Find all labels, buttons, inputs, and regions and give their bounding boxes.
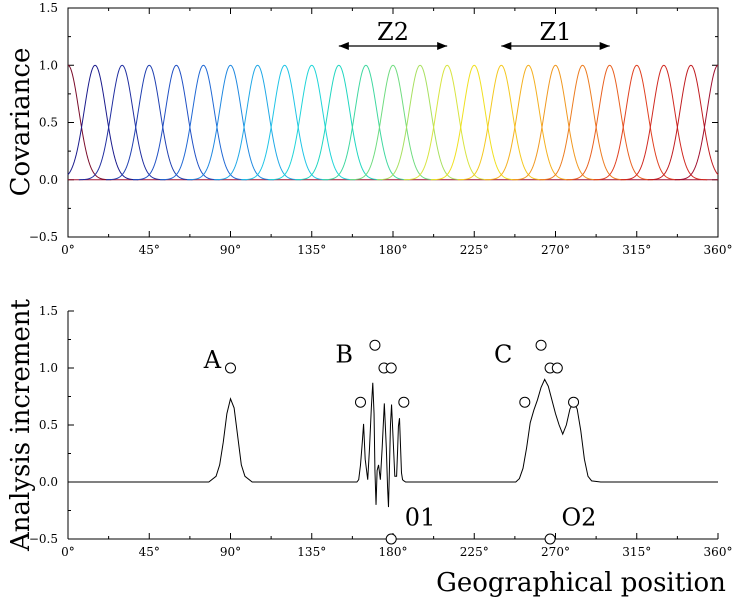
covariance-curve (403, 64, 491, 181)
x-tick-label: 360° (704, 243, 733, 257)
covariance-curve (268, 64, 356, 181)
x-tick-label: 90° (220, 545, 241, 559)
covariance-curve (241, 64, 329, 181)
zone-label: Z1 (540, 18, 572, 46)
x-tick-label: 135° (297, 243, 326, 257)
covariance-curve (349, 64, 437, 181)
covariance-curve (295, 64, 383, 181)
observation-circle (519, 396, 531, 408)
x-tick-label: 45° (139, 243, 160, 257)
observation-circle (551, 362, 563, 374)
region-label: 01 (405, 503, 436, 531)
covariance-curve (512, 64, 599, 181)
covariance-curve (214, 64, 301, 181)
covariance-curve (376, 64, 464, 181)
x-tick-label: 0° (61, 243, 75, 257)
region-label: A (203, 346, 222, 374)
analysis-increment-panel: Analysis increment 0° 45° 90° 135° 180° 225° 2… (6, 298, 732, 598)
covariance-curve (187, 64, 274, 181)
analysis-increment-y-axis-label: Analysis increment (6, 298, 36, 552)
region-label: B (335, 340, 353, 368)
x-tick-label: 315° (622, 243, 651, 257)
covariance-curves (67, 64, 719, 181)
observation-circle (535, 339, 547, 351)
y-tick-label: −0.5 (29, 532, 58, 546)
analysis-ticks: 0° 45° 90° 135° 180° 225° 270° 315° 360° −0.5 0.0 0… (29, 304, 733, 559)
observation-circle (568, 396, 580, 408)
observation-axis-marker (385, 533, 397, 545)
covariance-curve (674, 64, 719, 181)
covariance-curve (647, 64, 719, 181)
region-label: C (494, 340, 512, 368)
x-tick-label: 45° (139, 545, 160, 559)
y-tick-label: −0.5 (29, 230, 58, 244)
observation-circle (225, 362, 236, 374)
region-labels: A B C 01 O2 (203, 340, 597, 531)
observation-circle (355, 396, 366, 408)
covariance-y-axis-label: Covariance (6, 48, 36, 197)
observation-markers (225, 339, 580, 545)
x-tick-label: 360° (704, 545, 733, 559)
covariance-curve (67, 64, 112, 181)
covariance-curve (457, 64, 545, 181)
y-tick-label: 0.0 (39, 173, 58, 187)
covariance-curve (67, 64, 139, 181)
geographical-position-x-axis-label: Geographical position (436, 568, 726, 598)
zone-label: Z2 (377, 18, 409, 46)
covariance-curve (322, 64, 410, 181)
covariance-curve (620, 64, 708, 181)
observation-axis-marker (544, 533, 556, 545)
covariance-curve (430, 64, 518, 181)
zone-arrow-head-right (437, 42, 448, 50)
zone-arrow-head-right (599, 42, 610, 50)
observation-circle (385, 362, 397, 374)
x-tick-label: 90° (220, 243, 241, 257)
covariance-curve (132, 64, 220, 181)
zone-annotations: Z2 Z1 (338, 18, 610, 50)
x-tick-label: 225° (460, 545, 489, 559)
covariance-curve (485, 64, 572, 181)
y-tick-label: 1.5 (39, 1, 58, 15)
zone-arrow-head-left (501, 42, 512, 50)
x-tick-label: 180° (379, 243, 408, 257)
increment-line (68, 378, 718, 508)
x-tick-label: 315° (622, 545, 651, 559)
x-tick-label: 135° (297, 545, 326, 559)
region-label: O2 (561, 503, 596, 531)
covariance-curve (593, 64, 681, 181)
y-tick-label: 0.5 (39, 418, 58, 432)
y-tick-label: 1.5 (39, 304, 58, 318)
analysis-increment-curve (68, 378, 718, 508)
y-tick-label: 1.0 (39, 58, 58, 72)
covariance-curve (105, 64, 193, 181)
covariance-curve (78, 64, 166, 181)
y-tick-label: 0.0 (39, 475, 58, 489)
x-tick-label: 0° (61, 545, 75, 559)
observation-circle (369, 339, 381, 351)
zone-arrow-head-left (338, 42, 349, 50)
observation-circle (398, 396, 410, 408)
y-tick-label: 0.5 (39, 116, 58, 130)
covariance-ticks: 0° 45° 90° 135° 180° 225° 270° 315° 360° −0.5 0.0 0… (29, 1, 733, 257)
covariance-curve (160, 64, 247, 181)
x-tick-label: 180° (379, 545, 408, 559)
covariance-curve (566, 64, 654, 181)
covariance-panel: Covariance 0° 45° 90° 135° 180° 225° 270° 315° 3… (6, 1, 732, 257)
x-tick-label: 225° (460, 243, 489, 257)
x-tick-label: 270° (541, 243, 570, 257)
x-tick-label: 270° (541, 545, 570, 559)
covariance-curve (539, 64, 626, 181)
y-tick-label: 1.0 (39, 361, 58, 375)
